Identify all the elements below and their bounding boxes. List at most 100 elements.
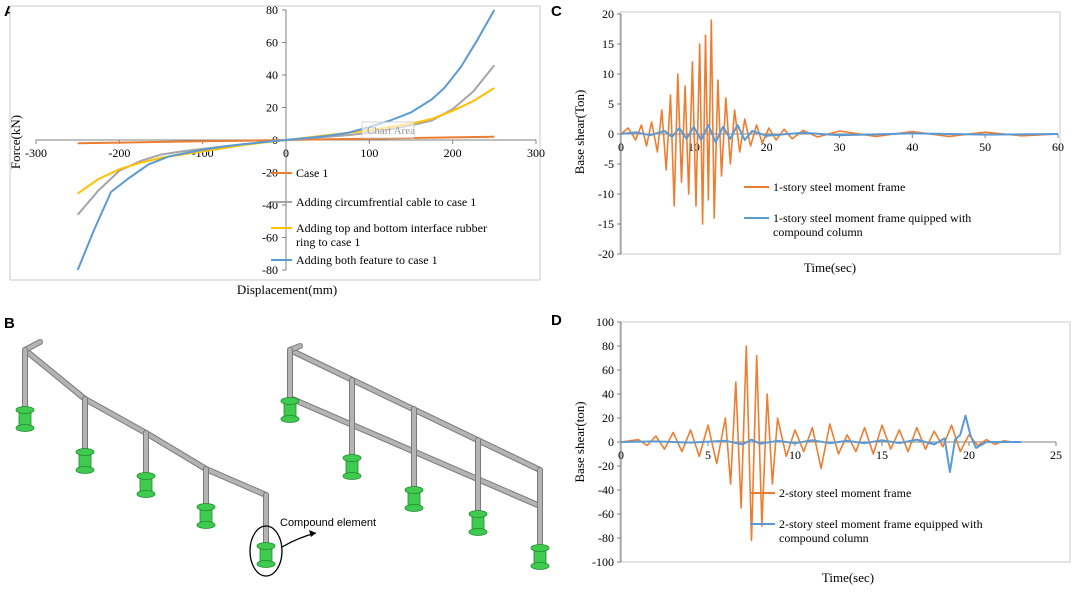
- chart-a-xlabel: Displacement(mm): [237, 282, 337, 297]
- chart-d-y-tick-label: 20: [602, 411, 614, 425]
- chart-a-y-tick-label: -40: [262, 198, 278, 212]
- chart-c-x-tick-label: 50: [979, 140, 991, 154]
- panel-letter-a: A: [4, 3, 15, 20]
- chart-c-plot-border: [619, 11, 1061, 255]
- chart-d-x-tick-label: 5: [705, 448, 711, 462]
- legend-label-2story-compound: 2-story steel moment frame equipped with…: [779, 517, 986, 545]
- chart-c-y-tick-label: 5: [608, 97, 614, 111]
- legend-label-cable: Adding circumfrential cable to case 1: [296, 195, 476, 209]
- chart-force-displacement: -300 -200 -100 0 100 200 300-80-60-40-20020406…: [8, 3, 545, 297]
- chart-d-series-frame: [620, 345, 1022, 542]
- compound-column-cap: [404, 486, 424, 494]
- chart-a-x-tick-label: -300: [25, 146, 47, 160]
- legend-label-1story: 1-story steel moment frame: [773, 180, 905, 194]
- chart-d-x-tick-label: 0: [618, 448, 624, 462]
- legend-label-rubber: Adding top and bottom interface rubber r…: [296, 221, 490, 249]
- chart-c-x-tick-label: 30: [834, 140, 846, 154]
- compound-column-cap: [468, 510, 488, 518]
- compound-column-foot: [196, 521, 216, 529]
- compound-column-foot: [404, 504, 424, 512]
- compound-column-cap: [75, 448, 95, 456]
- chart-a-x-tick-label: 300: [527, 146, 545, 160]
- frame-illustration: Compound element: [15, 339, 550, 577]
- chart-c-y-tick-label: 20: [602, 7, 614, 21]
- compound-column-cap: [15, 406, 35, 414]
- chart-area-tooltip: Chart Area: [367, 125, 415, 137]
- chart-d-x-tick-label: 10: [789, 448, 801, 462]
- chart-d-y-tick-label: -80: [598, 531, 614, 545]
- chart-d-legend: 2-story steel moment frame 2-story steel…: [750, 486, 986, 545]
- legend-label-2story-compound-line2: compound column: [779, 531, 869, 545]
- compound-column-cap: [136, 472, 156, 480]
- chart-c-xlabel: Time(sec): [804, 260, 856, 275]
- chart-c-y-tick-label: -15: [598, 217, 614, 231]
- chart-c-x-tick-label: 60: [1052, 140, 1064, 154]
- chart-a-y-tick-label: -60: [262, 231, 278, 245]
- chart-c-legend: 1-story steel moment frame 1-story steel…: [744, 180, 974, 239]
- chart-a-y-tick-label: 80: [266, 3, 278, 17]
- chart-c-y-tick-label: 15: [602, 37, 614, 51]
- compound-column-foot: [342, 472, 362, 480]
- chart-a-y-tick-label: -80: [262, 263, 278, 277]
- steel-member: [83, 397, 148, 435]
- legend-label-2story: 2-story steel moment frame: [779, 486, 911, 500]
- legend-label-1story-compound: 1-story steel moment frame quipped with …: [773, 211, 974, 239]
- chart-a-x-tick-label: 200: [444, 146, 462, 160]
- chart-c-ylabel: Base shear(Ton): [572, 90, 587, 175]
- legend-label-rubber-line1: Adding top and bottom interface rubber: [296, 221, 487, 235]
- chart-c-y-tick-label: 10: [602, 67, 614, 81]
- chart-d-y-tick-label: -60: [598, 507, 614, 521]
- chart-a-ylabel: Force(kN): [8, 115, 23, 169]
- chart-d-y-tick-label: 60: [602, 363, 614, 377]
- chart-c-y-tick-label: -10: [598, 187, 614, 201]
- compound-column-foot: [75, 466, 95, 474]
- legend-label-1story-compound-line2: compound column: [773, 225, 863, 239]
- chart-d-x-tick-label: 20: [963, 448, 975, 462]
- steel-member: [144, 431, 208, 471]
- chart-c-series-compound: [620, 124, 1059, 144]
- callout-arrowhead: [309, 530, 316, 537]
- chart-a-y-tick-label: 60: [266, 36, 278, 50]
- chart-c-x-tick-label: 40: [906, 140, 918, 154]
- chart-c-x-tick-label: 0: [618, 140, 624, 154]
- steel-member: [204, 467, 268, 497]
- legend-label-case1: Case 1: [296, 166, 328, 180]
- chart-d-xlabel: Time(sec): [822, 570, 874, 585]
- compound-column-cap: [256, 542, 276, 550]
- chart-c-y-tick-label: 0: [608, 127, 614, 141]
- chart-a-x-tick-label: 100: [360, 146, 378, 160]
- chart-d-ylabel: Base shear(ton): [572, 401, 587, 482]
- legend-label-2story-compound-line1: 2-story steel moment frame equipped with: [779, 517, 983, 531]
- chart-a-legend: Case 1 Adding circumfrential cable to ca…: [271, 166, 490, 267]
- chart-2-story-base-shear: 0 5 10 15 20 25 -100 -80 -60 -40 -20 0 20 40 60 80 100 T…: [572, 315, 1071, 585]
- chart-a-series-both: [76, 9, 496, 271]
- panel-letter-d: D: [551, 312, 562, 329]
- chart-d-y-tick-label: 0: [608, 435, 614, 449]
- chart-c-y-tick-label: -5: [604, 157, 614, 171]
- compound-column-cap: [280, 397, 300, 405]
- compound-column-foot: [280, 415, 300, 423]
- compound-column-foot: [468, 528, 488, 536]
- chart-c-y-tick-label: -20: [598, 247, 614, 261]
- steel-member: [23, 348, 87, 401]
- chart-a-x-tick-label: 0: [283, 146, 289, 160]
- compound-element-circle: [249, 525, 283, 577]
- chart-d-y-tick-label: -40: [598, 483, 614, 497]
- compound-element-label: Compound element: [280, 517, 376, 529]
- legend-label-1story-compound-line1: 1-story steel moment frame quipped with: [773, 211, 971, 225]
- panel-letter-c: C: [551, 3, 562, 20]
- compound-column-foot: [256, 560, 276, 568]
- chart-d-y-tick-label: 40: [602, 387, 614, 401]
- chart-a-y-tick-label: 40: [266, 68, 278, 82]
- panel-letter-b: B: [4, 315, 15, 332]
- legend-label-both: Adding both feature to case 1: [296, 253, 438, 267]
- chart-c-x-tick-label: 20: [761, 140, 773, 154]
- compound-column-cap: [196, 503, 216, 511]
- chart-a-x-tick-label: -200: [108, 146, 130, 160]
- chart-d-y-tick-label: 80: [602, 339, 614, 353]
- chart-d-y-tick-label: -20: [598, 459, 614, 473]
- chart-d-y-tick-label: 100: [596, 315, 614, 329]
- compound-column-foot: [15, 424, 35, 432]
